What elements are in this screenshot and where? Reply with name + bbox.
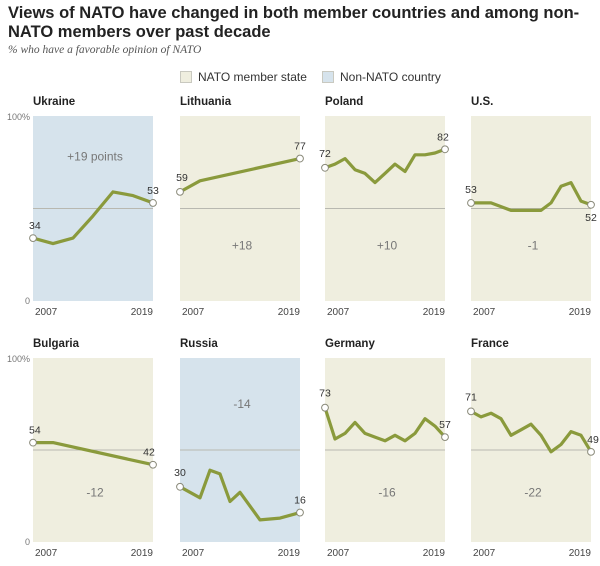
y-tick-top-ukraine: 100% xyxy=(7,112,30,122)
end-point-bulgaria xyxy=(149,460,157,469)
change-label-ukraine: +19 points xyxy=(67,150,123,164)
start-point-bulgaria xyxy=(29,438,37,447)
x-tick-end-france: 2019 xyxy=(569,548,592,559)
chart-subtitle: % who have a favorable opinion of NATO xyxy=(8,44,202,56)
change-label-russia: -14 xyxy=(233,397,251,411)
x-tick-end-poland: 2019 xyxy=(423,307,446,318)
y-tick-bottom-ukraine: 0 xyxy=(25,296,30,306)
x-tick-start-france: 2007 xyxy=(473,548,496,559)
end-point-lithuania xyxy=(296,154,304,163)
legend-item-nonmember: Non-NATO country xyxy=(322,70,441,84)
end-point-u-s xyxy=(587,200,595,209)
end-label-lithuania: 77 xyxy=(294,141,306,153)
start-label-lithuania: 59 xyxy=(176,172,188,184)
panel-title-u-s: U.S. xyxy=(471,96,493,108)
series-line-france xyxy=(469,409,593,454)
x-tick-start-germany: 2007 xyxy=(327,548,350,559)
end-label-u-s: 52 xyxy=(585,212,597,224)
end-label-bulgaria: 42 xyxy=(143,447,155,459)
start-label-poland: 72 xyxy=(319,148,331,160)
end-point-poland xyxy=(441,145,449,154)
series-line-ukraine xyxy=(31,190,155,246)
series-line-lithuania xyxy=(178,157,302,194)
series-line-poland xyxy=(323,147,447,185)
x-tick-start-lithuania: 2007 xyxy=(182,307,205,318)
legend-label-nonmember: Non-NATO country xyxy=(340,70,441,84)
end-label-ukraine: 53 xyxy=(147,185,159,197)
start-label-france: 71 xyxy=(465,391,477,403)
end-label-poland: 82 xyxy=(437,131,449,143)
y-tick-bottom-bulgaria: 0 xyxy=(25,537,30,547)
x-tick-start-russia: 2007 xyxy=(182,548,205,559)
start-point-poland xyxy=(321,163,329,172)
end-point-russia xyxy=(296,508,304,517)
x-tick-start-bulgaria: 2007 xyxy=(35,548,58,559)
x-tick-end-ukraine: 2019 xyxy=(131,307,154,318)
legend-item-member: NATO member state xyxy=(180,70,307,84)
legend-swatch-nonmember xyxy=(322,71,334,83)
panel-title-bulgaria: Bulgaria xyxy=(33,338,80,350)
change-label-france: -22 xyxy=(524,485,542,499)
panel-title-poland: Poland xyxy=(325,96,363,108)
start-label-bulgaria: 54 xyxy=(29,425,41,437)
series-line-u-s xyxy=(469,181,593,212)
start-point-germany xyxy=(321,403,329,412)
change-label-bulgaria: -12 xyxy=(86,485,104,499)
start-label-russia: 30 xyxy=(174,467,186,479)
end-point-germany xyxy=(441,433,449,442)
start-label-ukraine: 34 xyxy=(29,220,41,232)
y-tick-top-bulgaria: 100% xyxy=(7,354,30,364)
panel-title-russia: Russia xyxy=(180,338,218,350)
x-tick-start-u-s: 2007 xyxy=(473,307,496,318)
start-point-u-s xyxy=(467,199,475,207)
change-label-poland: +10 xyxy=(377,239,398,253)
series-line-russia xyxy=(178,468,302,522)
x-tick-end-lithuania: 2019 xyxy=(278,307,301,318)
x-tick-end-bulgaria: 2019 xyxy=(131,548,154,559)
panel-title-lithuania: Lithuania xyxy=(180,96,232,108)
legend: NATO member state Non-NATO country xyxy=(0,70,600,86)
x-tick-start-ukraine: 2007 xyxy=(35,307,58,318)
series-line-bulgaria xyxy=(31,441,155,467)
x-tick-end-russia: 2019 xyxy=(278,548,301,559)
chart-title: Views of NATO have changed in both membe… xyxy=(8,4,580,41)
end-label-germany: 57 xyxy=(439,419,451,431)
start-label-germany: 73 xyxy=(319,388,331,400)
x-tick-start-poland: 2007 xyxy=(327,307,350,318)
legend-swatch-member xyxy=(180,71,192,83)
change-label-u-s: -1 xyxy=(528,239,539,253)
x-tick-end-u-s: 2019 xyxy=(569,307,592,318)
legend-label-member: NATO member state xyxy=(198,70,307,84)
start-label-u-s: 53 xyxy=(465,184,477,196)
change-label-germany: -16 xyxy=(378,485,396,499)
panel-title-ukraine: Ukraine xyxy=(33,96,75,108)
change-label-lithuania: +18 xyxy=(232,239,253,253)
series-line-germany xyxy=(323,406,447,443)
start-point-france xyxy=(467,407,475,416)
start-point-russia xyxy=(176,482,184,491)
panel-title-germany: Germany xyxy=(325,338,375,350)
start-point-lithuania xyxy=(176,187,184,196)
end-point-ukraine xyxy=(149,199,157,207)
start-point-ukraine xyxy=(29,234,37,243)
end-label-russia: 16 xyxy=(294,495,306,507)
panel-title-france: France xyxy=(471,338,509,350)
end-label-france: 49 xyxy=(587,434,599,446)
end-point-france xyxy=(587,447,595,456)
x-tick-end-germany: 2019 xyxy=(423,548,446,559)
